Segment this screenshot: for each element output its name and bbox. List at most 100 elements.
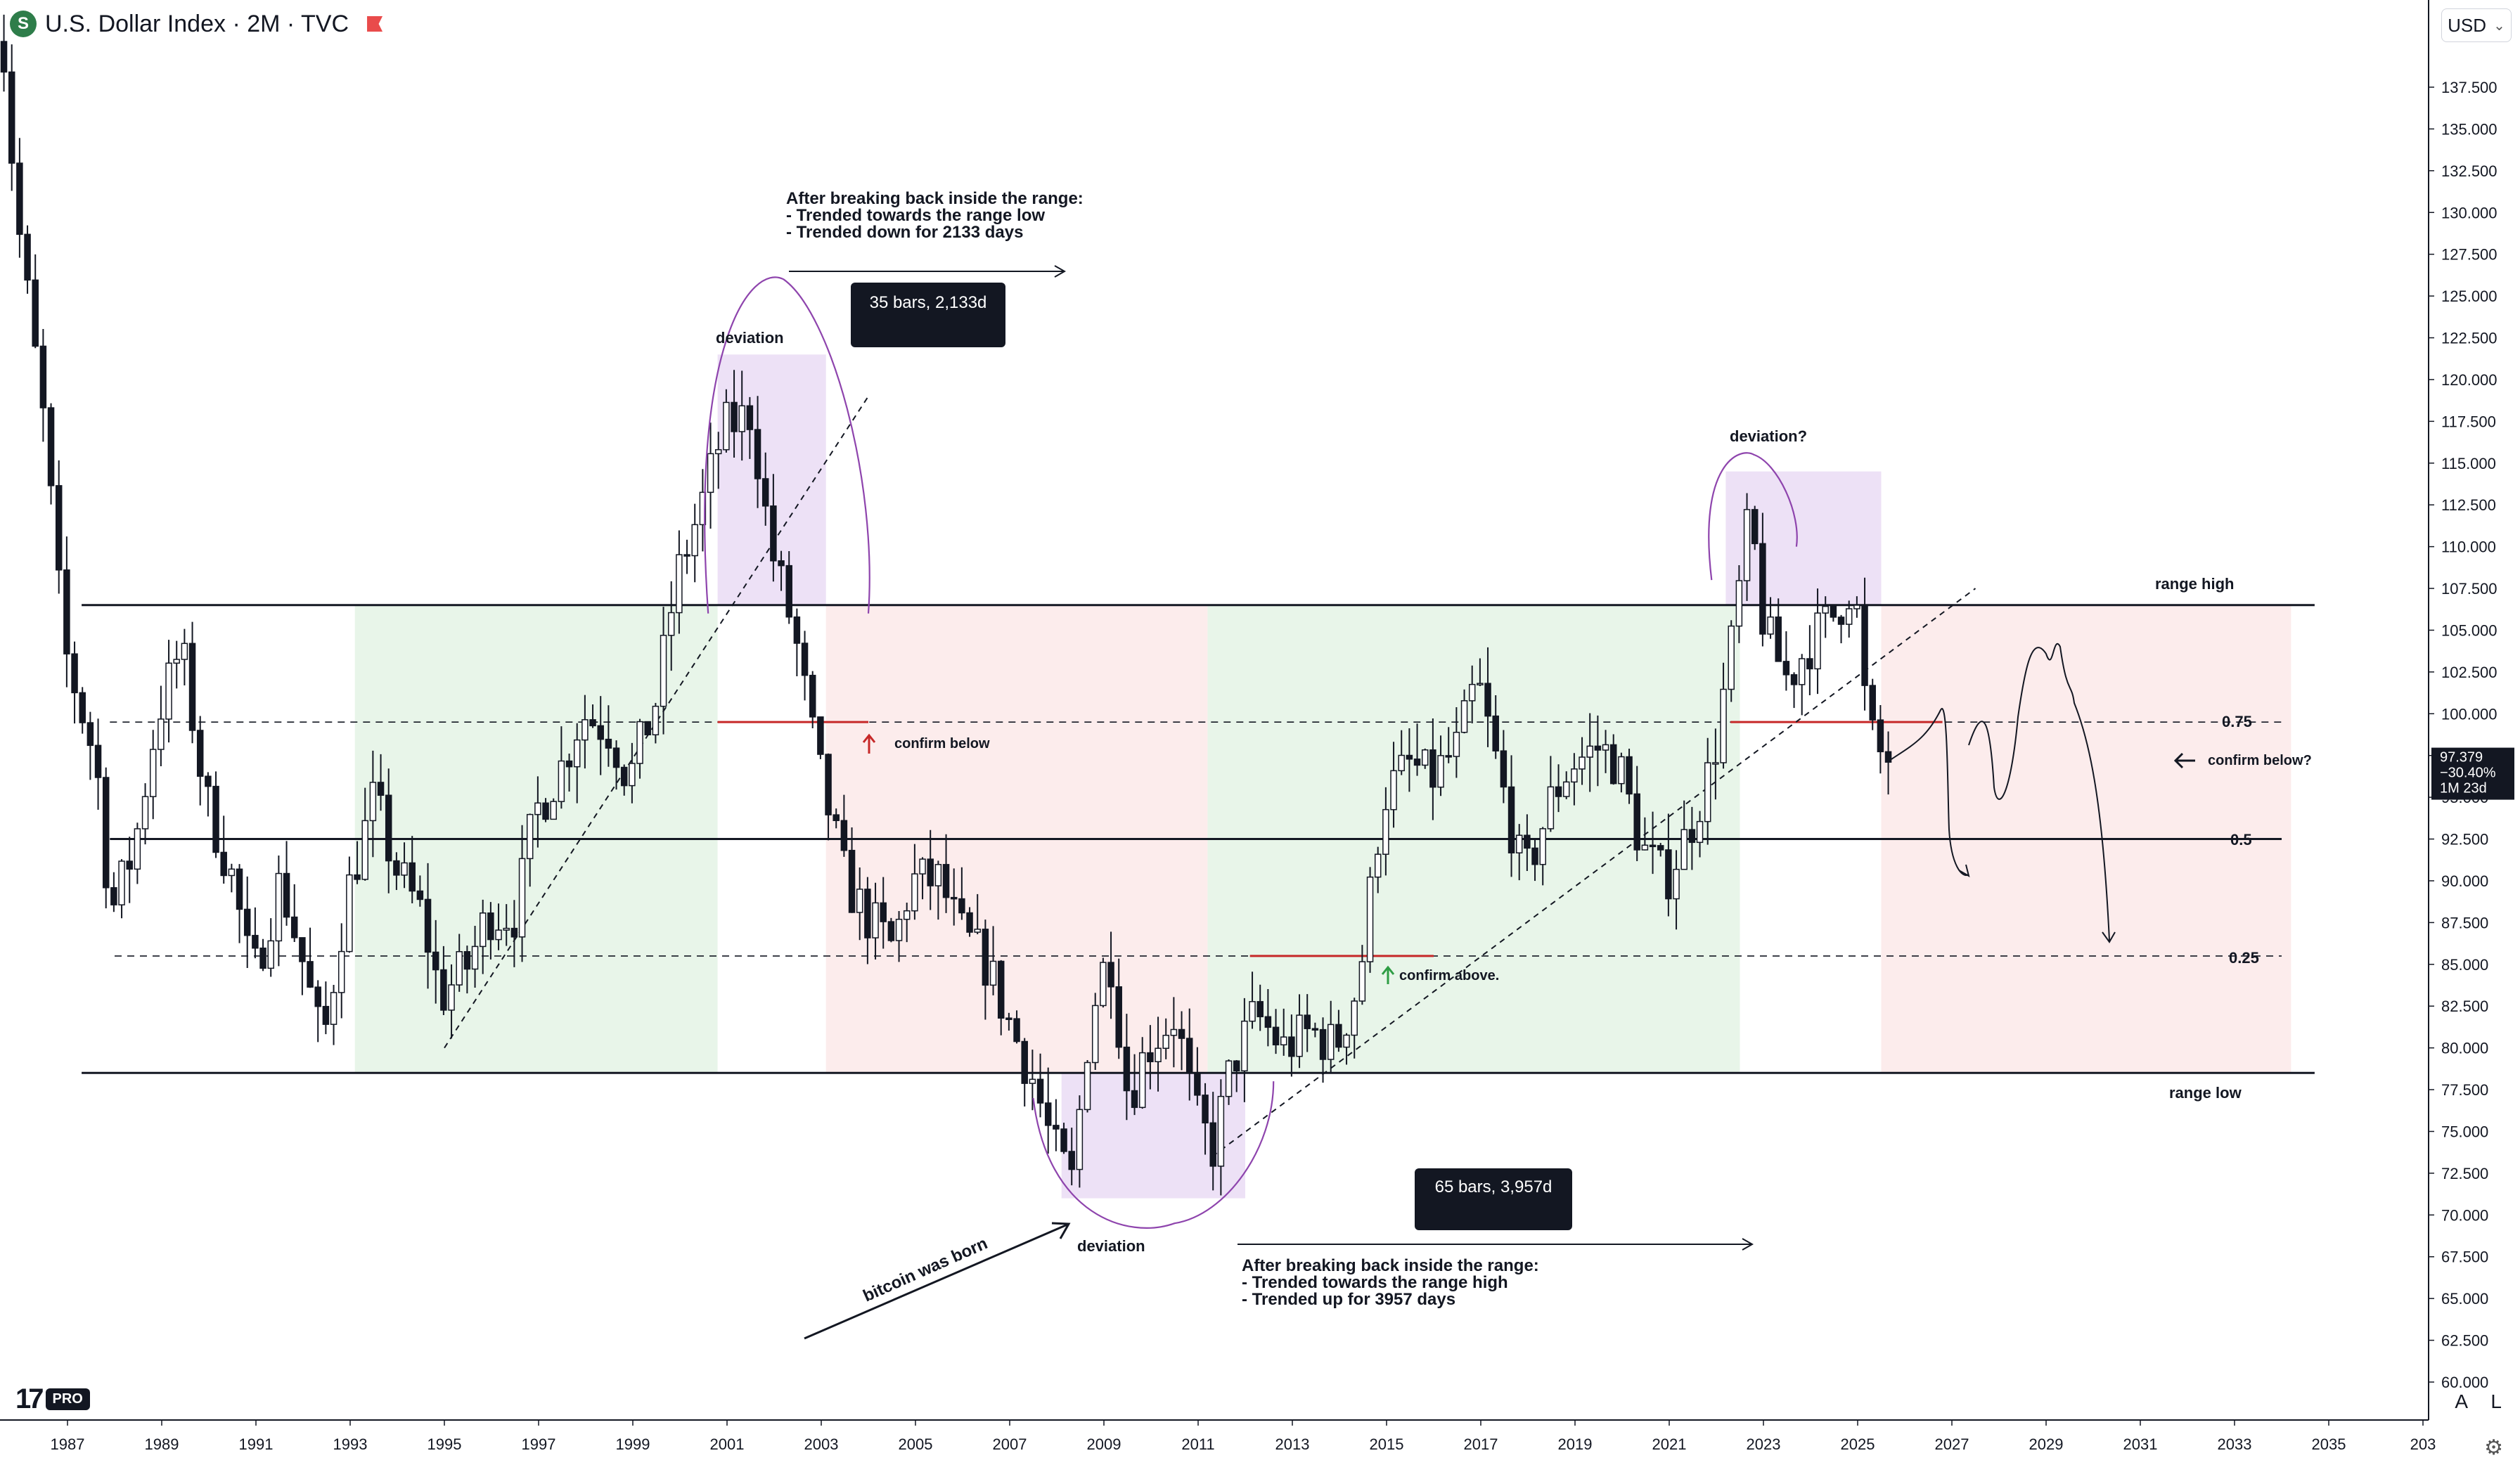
candle-body	[1649, 844, 1657, 848]
candle-body	[188, 643, 196, 731]
candle-body	[887, 921, 895, 941]
candle-body	[432, 951, 439, 971]
x-axis[interactable]: 1987 1989 1991 1993 1995 1997 1999 2001 2003 2005…	[0, 1419, 2436, 1453]
candle-body	[290, 916, 298, 938]
candle-body	[526, 813, 534, 860]
candle-body	[691, 524, 698, 557]
x-tick-label: 1987	[51, 1435, 85, 1453]
candle-body	[1633, 793, 1640, 851]
currency-selector[interactable]: USD ⌄	[2441, 8, 2512, 42]
candle-body	[1845, 608, 1853, 625]
candle-body	[149, 749, 157, 797]
forecast-path-2-head	[2102, 931, 2116, 943]
candle-body	[1296, 1014, 1303, 1057]
candle-body	[63, 569, 70, 654]
deviation-top-label: deviation	[716, 329, 784, 347]
symbol-icon[interactable]: S	[10, 11, 37, 37]
candle-body	[1508, 786, 1515, 853]
candle-body	[173, 659, 180, 664]
candle-body	[510, 927, 518, 938]
note-bottom-line-1: After breaking back inside the range:	[1242, 1256, 1539, 1275]
candle-body	[1602, 744, 1609, 751]
candle-body	[401, 862, 408, 876]
candle-body	[1256, 1001, 1264, 1018]
candle-body	[463, 950, 471, 970]
candle-body	[1460, 700, 1468, 733]
candle-body	[856, 889, 863, 913]
candle-body	[1013, 1018, 1020, 1043]
x-tick-label: 2013	[1275, 1435, 1310, 1453]
candle-body	[1107, 962, 1114, 988]
candle-body	[1155, 1047, 1162, 1063]
x-tick-label: 2015	[1370, 1435, 1404, 1453]
candle-body	[440, 969, 447, 1011]
candle-body	[479, 912, 487, 948]
candle-body	[652, 705, 660, 735]
gear-icon[interactable]: ⚙	[2484, 1436, 2503, 1459]
y-tick-label: 107.500	[2441, 580, 2498, 598]
candle-body	[1500, 750, 1508, 788]
candle-body	[1091, 1005, 1099, 1064]
candle-body	[518, 858, 526, 938]
trendlines	[444, 396, 1976, 1157]
candle-body	[503, 927, 510, 931]
candle-body	[307, 961, 314, 988]
y-tick-label: 117.500	[2441, 413, 2496, 430]
candle-body	[801, 643, 809, 676]
red-flag-icon[interactable]	[367, 16, 383, 32]
deviation-top-circle	[704, 276, 870, 614]
candle-body	[950, 896, 958, 900]
candle-body	[1594, 745, 1602, 751]
range-high-label: range high	[2155, 575, 2234, 593]
candle-body	[1202, 1095, 1209, 1124]
y-axis[interactable]: 60.000 62.500 65.000 67.500 70.000 72.500 75.0…	[2428, 0, 2498, 1420]
candle-body	[1327, 1024, 1335, 1060]
log-scale-toggle[interactable]: L	[2490, 1390, 2502, 1412]
candle-body	[667, 612, 675, 636]
last-price-text: −30.40%	[2440, 766, 2496, 781]
arrow-up-green-icon	[1381, 965, 1395, 984]
candle-body	[565, 760, 573, 768]
y-tick-label: 65.000	[2441, 1290, 2488, 1308]
candle-body	[1068, 1151, 1075, 1170]
candle-body	[1524, 834, 1531, 849]
last-price-text: 97.379	[2440, 750, 2483, 766]
symbol-title[interactable]: U.S. Dollar Index · 2M · TVC	[45, 10, 349, 37]
candle-body	[236, 868, 243, 910]
deviation-2022-circle	[1708, 452, 1798, 581]
candle-body	[542, 802, 549, 820]
last-price-text: 1M 23d	[2440, 781, 2487, 796]
y-tick-label: 70.000	[2441, 1206, 2488, 1224]
deviation-bottom-label: deviation	[1077, 1237, 1145, 1255]
candle-body	[573, 739, 581, 768]
candle-body	[1767, 617, 1774, 635]
x-tick-label: 2017	[1464, 1435, 1498, 1453]
note-top-line-1: After breaking back inside the range:	[786, 189, 1084, 208]
deviation-question-label: deviation?	[1730, 427, 1807, 445]
candle-body	[982, 929, 989, 986]
y-tick-label: 87.500	[2441, 914, 2488, 931]
candle-body	[141, 796, 149, 830]
purple-zone-2001	[717, 354, 826, 605]
candle-body	[581, 719, 589, 741]
candle-body	[1264, 1016, 1272, 1028]
candle-body	[346, 874, 353, 953]
tradingview-logo[interactable]: 17 PRO	[15, 1383, 90, 1415]
candle-body	[1241, 1020, 1248, 1072]
auto-scale-toggle[interactable]: A	[2455, 1390, 2468, 1412]
x-tick-label: 2009	[1087, 1435, 1121, 1453]
y-tick-label: 105.000	[2441, 621, 2498, 639]
candle-body	[1131, 1090, 1138, 1109]
candle-body	[911, 873, 918, 912]
tv-logo-mark: 17	[15, 1383, 44, 1414]
forecast-path-1	[1891, 708, 1969, 877]
candle-body	[24, 233, 31, 281]
candle-body	[1138, 1052, 1146, 1109]
candle-body	[1029, 1078, 1036, 1084]
x-tick-label: 203	[2410, 1435, 2436, 1453]
arrow-note-bottom-head	[1742, 1238, 1754, 1251]
bitcoin-label: bitcoin was born	[860, 1234, 990, 1305]
candle-body	[55, 485, 63, 571]
candle-body	[927, 858, 934, 886]
